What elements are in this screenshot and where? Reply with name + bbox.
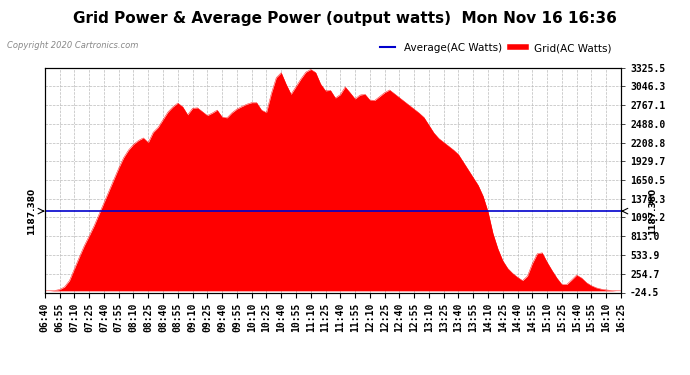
Text: 1187.380: 1187.380 [648, 188, 657, 235]
Text: Copyright 2020 Cartronics.com: Copyright 2020 Cartronics.com [7, 41, 138, 50]
Legend: Average(AC Watts), Grid(AC Watts): Average(AC Watts), Grid(AC Watts) [375, 39, 615, 57]
Text: 1187.380: 1187.380 [28, 188, 37, 235]
Text: Grid Power & Average Power (output watts)  Mon Nov 16 16:36: Grid Power & Average Power (output watts… [73, 11, 617, 26]
